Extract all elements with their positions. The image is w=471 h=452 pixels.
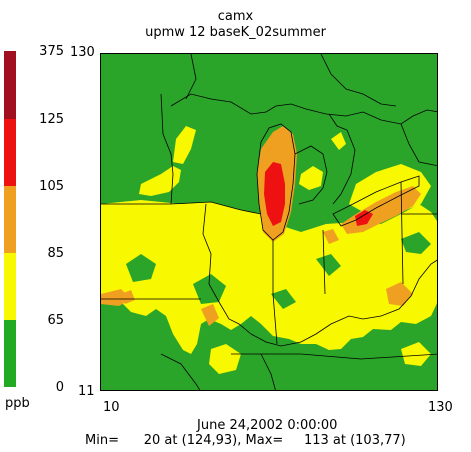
legend-bin-orange [4, 186, 16, 253]
timestamp: June 24,2002 0:00:00 [197, 418, 338, 433]
legend-bin-red [4, 119, 16, 186]
yellow-regions [101, 126, 437, 374]
map-canvas [101, 54, 437, 390]
legend-unit: ppb [5, 396, 30, 411]
y-axis-top-label: 130 [70, 45, 95, 60]
legend-bin-darkred [4, 51, 16, 119]
legend-bin-yellow [4, 253, 16, 320]
x-axis-right-label: 130 [428, 400, 453, 415]
x-axis-left-label: 10 [103, 400, 120, 415]
concentration-map [100, 53, 438, 391]
legend-bin-green [4, 320, 16, 387]
legend-label-0: 0 [55, 380, 64, 395]
legend-label-105: 105 [39, 179, 64, 194]
legend-label-65: 65 [47, 313, 64, 328]
min-max-stats: Min= 20 at (124,93), Max= 113 at (103,77… [85, 433, 406, 448]
legend-label-125: 125 [39, 112, 64, 127]
legend-label-85: 85 [47, 246, 64, 261]
legend-label-375: 375 [39, 44, 64, 59]
map-subtitle: upmw 12 baseK_02summer [145, 25, 326, 40]
state-boundaries [101, 54, 437, 390]
green-patches [101, 232, 431, 329]
red-regions [264, 162, 373, 226]
map-title: camx [217, 9, 254, 24]
y-axis-bottom-label: 11 [78, 384, 95, 399]
